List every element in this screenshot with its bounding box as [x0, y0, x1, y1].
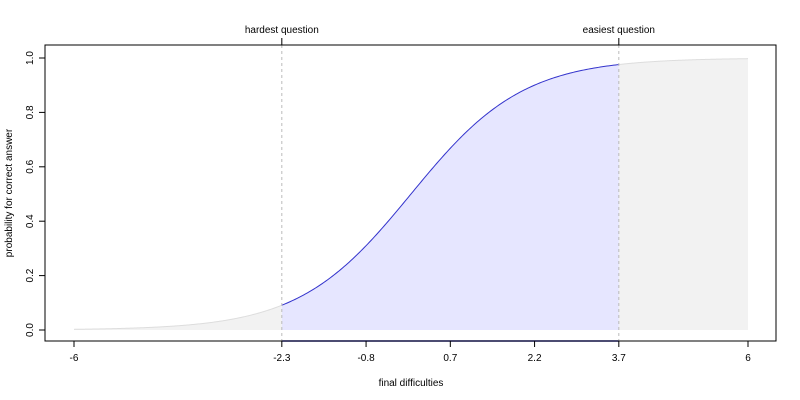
x-axis: -6 -2.3 -0.8 0.7 2.2 3.7 6 — [70, 341, 751, 364]
x-tick-label: 0.7 — [443, 353, 457, 364]
y-tick-label: 0.0 — [25, 323, 36, 337]
x-axis-title: final difficulties — [379, 378, 444, 389]
curve-segment-right — [618, 58, 749, 66]
y-tick-label: 0.6 — [25, 159, 36, 173]
area-fills — [74, 58, 748, 331]
y-axis: 0.0 0.2 0.4 0.6 0.8 1.0 — [25, 51, 45, 337]
curve-segment-highlight — [281, 64, 619, 306]
x-tick-label: -6 — [70, 353, 79, 364]
y-tick-label: 0.4 — [25, 214, 36, 228]
x-tick-label: -0.8 — [357, 353, 375, 364]
area-fill-right — [618, 58, 748, 331]
y-tick-label: 1.0 — [25, 51, 36, 65]
plot-frame — [44, 44, 777, 342]
x-tick-label: 3.7 — [612, 353, 626, 364]
marker-label: hardest question — [245, 25, 319, 36]
area-fill-highlight — [281, 64, 619, 330]
y-tick-label: 0.2 — [25, 268, 36, 282]
y-axis-title: probability for correct answer — [4, 128, 15, 257]
x-tick-label: 2.2 — [528, 353, 542, 364]
area-fill-left — [74, 305, 282, 330]
marker-lines: hardest question easiest question — [245, 25, 655, 341]
curve-segment-left — [73, 304, 283, 330]
y-tick-label: 0.8 — [25, 105, 36, 119]
x-tick-label: 6 — [745, 353, 751, 364]
x-tick-label: -2.3 — [273, 353, 291, 364]
marker-label: easiest question — [583, 25, 655, 36]
